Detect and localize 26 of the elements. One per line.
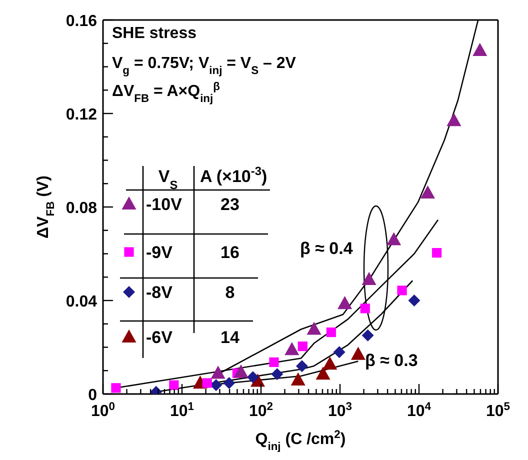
x-tick-label: 10$^{3}$ xyxy=(328,401,352,420)
legend-label: -8V xyxy=(146,283,174,302)
annotation: 14 xyxy=(220,328,240,347)
annotation: 8 xyxy=(225,283,235,302)
x-tick-label: 10$^{4}$ xyxy=(406,401,432,420)
annotation: 16 xyxy=(220,243,240,262)
annotation: SHE stress xyxy=(112,25,197,42)
y-tick-label: 0.12 xyxy=(66,106,98,124)
annotation: β ≈ 0.4 xyxy=(300,239,354,258)
annotation: V$_{g}$ = 0.75V; V$_{inj}$ = V$_{S}$ – 2V xyxy=(112,55,296,77)
x-axis-title: Q$_{inj}$ (C /cm$^{2}$) xyxy=(255,429,346,453)
y-tick-label: 0.08 xyxy=(66,200,98,217)
y-tick-label: 0.16 xyxy=(66,13,98,30)
legend-label: -6V xyxy=(146,328,174,347)
legend-label: -9V xyxy=(146,243,174,262)
x-tick-label: 10$^{0}$ xyxy=(90,401,116,420)
y-tick-label: 0.04 xyxy=(66,294,98,310)
annotation: 23 xyxy=(220,195,240,214)
x-tick-label: 10$^{5}$ xyxy=(486,401,510,420)
y-tick-label: 0 xyxy=(88,387,98,404)
annotation: A (×10$^{-3}$) xyxy=(200,164,268,186)
annotation: β ≈ 0.3 xyxy=(365,351,418,370)
x-tick-label: 10$^{2}$ xyxy=(248,401,274,420)
legend-label: -10V xyxy=(146,195,183,214)
x-tick-label: 10$^{1}$ xyxy=(170,401,194,420)
legend-title: V$_{S}$ xyxy=(158,167,178,192)
